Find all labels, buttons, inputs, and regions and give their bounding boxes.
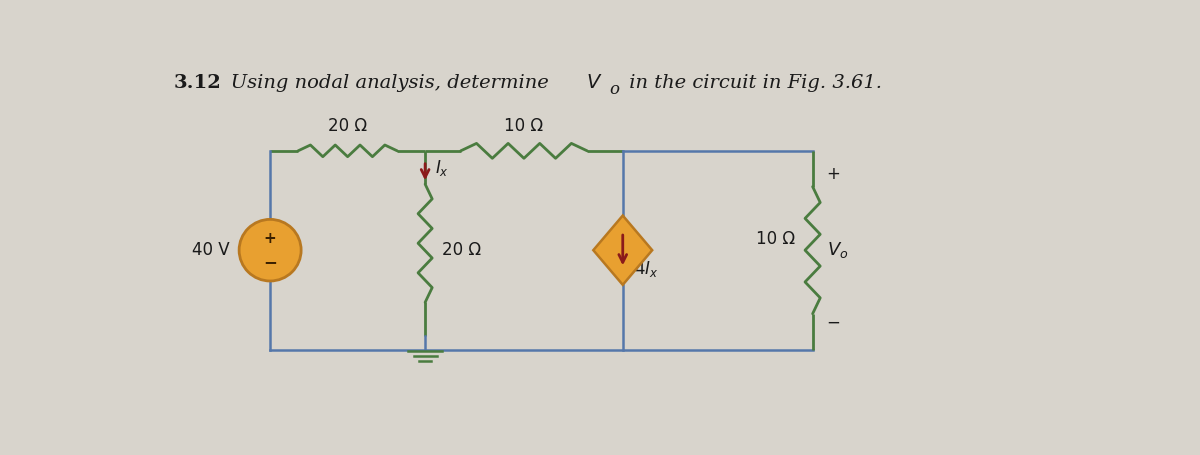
Circle shape <box>239 219 301 281</box>
Text: $V$: $V$ <box>586 74 602 92</box>
Text: −: − <box>263 253 277 271</box>
Text: −: − <box>827 313 840 332</box>
Polygon shape <box>593 216 653 285</box>
Text: $V_o$: $V_o$ <box>827 240 848 260</box>
Text: Using nodal analysis, determine: Using nodal analysis, determine <box>212 74 554 92</box>
Text: +: + <box>264 231 276 246</box>
Text: 10 Ω: 10 Ω <box>504 117 544 136</box>
Text: 20 Ω: 20 Ω <box>328 117 367 136</box>
Text: 20 Ω: 20 Ω <box>442 241 481 259</box>
Text: o: o <box>608 81 619 98</box>
Text: $4I_x$: $4I_x$ <box>635 259 659 279</box>
Text: 40 V: 40 V <box>192 241 230 259</box>
Text: +: + <box>827 165 840 183</box>
Text: $I_x$: $I_x$ <box>436 158 449 178</box>
Text: in the circuit in Fig. 3.61.: in the circuit in Fig. 3.61. <box>623 74 882 92</box>
Text: 10 Ω: 10 Ω <box>756 230 796 248</box>
Text: 3.12: 3.12 <box>173 74 221 92</box>
